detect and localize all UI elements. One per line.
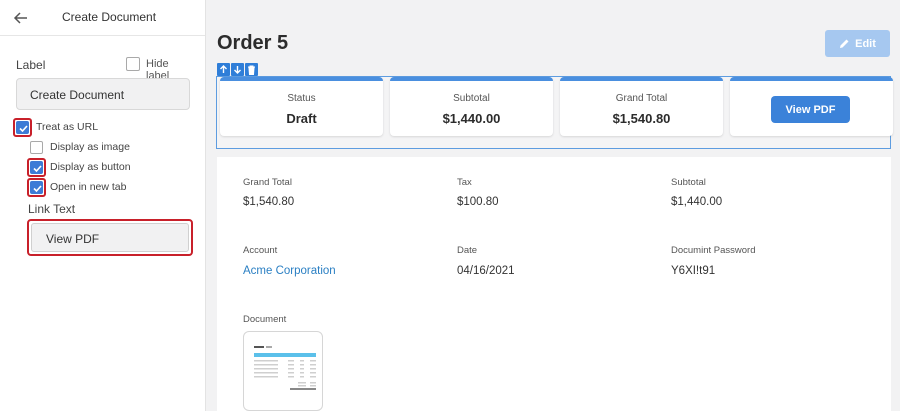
- treat-as-url-checkbox[interactable]: [16, 121, 29, 134]
- label-input[interactable]: Create Document: [16, 78, 190, 110]
- back-arrow-icon[interactable]: [12, 9, 30, 27]
- tax-label: Tax: [457, 177, 472, 188]
- edit-button[interactable]: Edit: [825, 30, 890, 57]
- label-heading: Label: [16, 58, 46, 72]
- move-up-button[interactable]: [217, 63, 230, 76]
- document-label: Document: [243, 314, 287, 325]
- subtotal-value: $1,440.00: [671, 196, 723, 208]
- check-icon: [33, 185, 42, 193]
- display-as-button-highlight: [27, 158, 46, 177]
- status-card-label: Status: [287, 93, 316, 104]
- date-value: 04/16/2021: [457, 265, 515, 277]
- sidebar-panel: Create Document Label Hide label Create …: [0, 0, 206, 411]
- document-preview-icon: [254, 346, 316, 390]
- arrow-up-icon: [220, 65, 227, 73]
- subtotal-card: Subtotal $1,440.00: [390, 77, 553, 136]
- view-pdf-card: View PDF: [730, 77, 893, 136]
- display-as-image-checkbox[interactable]: [30, 141, 43, 154]
- display-as-button-checkbox[interactable]: [30, 161, 43, 174]
- sidebar-title: Create Document: [62, 10, 157, 24]
- status-card: Status Draft: [220, 77, 383, 136]
- treat-as-url-highlight: [13, 118, 32, 137]
- block-toolbar: [217, 63, 258, 76]
- open-in-new-tab-label: Open in new tab: [50, 181, 127, 193]
- display-as-image-label: Display as image: [50, 141, 130, 153]
- edit-button-label: Edit: [855, 37, 876, 50]
- account-link[interactable]: Acme Corporation: [243, 265, 336, 277]
- link-text-highlight: View PDF: [27, 219, 193, 256]
- display-as-button-label: Display as button: [50, 161, 131, 173]
- main-content: Order 5 Edit Status Draft Subtotal $1,44…: [207, 0, 900, 411]
- subtotal-label: Subtotal: [671, 177, 706, 188]
- tax-value: $100.80: [457, 196, 499, 208]
- open-in-new-tab-highlight: [27, 178, 46, 197]
- check-icon: [33, 165, 42, 173]
- password-label: Documint Password: [671, 245, 756, 256]
- grand-total-card-label: Grand Total: [615, 93, 668, 104]
- date-label: Date: [457, 245, 478, 256]
- grand-total-label: Grand Total: [243, 177, 292, 188]
- details-panel: Grand Total $1,540.80 Tax $100.80 Subtot…: [217, 157, 891, 411]
- open-in-new-tab-checkbox[interactable]: [30, 181, 43, 194]
- summary-block: Status Draft Subtotal $1,440.00 Grand To…: [216, 76, 893, 149]
- grand-total-card-value: $1,540.80: [612, 111, 671, 126]
- sidebar-header: Create Document: [0, 0, 205, 36]
- hide-label-checkbox[interactable]: [126, 57, 140, 71]
- move-down-button[interactable]: [231, 63, 244, 76]
- status-card-value: Draft: [286, 111, 317, 126]
- label-row: Label Hide label: [16, 57, 192, 82]
- check-icon: [19, 125, 28, 133]
- subtotal-card-value: $1,440.00: [442, 111, 501, 126]
- password-value: Y6XI!t91: [671, 265, 716, 277]
- arrow-down-icon: [234, 66, 241, 74]
- trash-icon: [248, 65, 255, 75]
- link-text-input[interactable]: View PDF: [31, 223, 189, 252]
- page-title: Order 5: [217, 32, 289, 54]
- subtotal-card-label: Subtotal: [453, 93, 490, 104]
- document-thumbnail[interactable]: [243, 331, 323, 411]
- view-pdf-button[interactable]: View PDF: [771, 96, 850, 123]
- account-label: Account: [243, 245, 278, 256]
- delete-block-button[interactable]: [245, 63, 258, 76]
- pencil-icon: [840, 39, 849, 48]
- grand-total-card: Grand Total $1,540.80: [560, 77, 723, 136]
- link-text-label: Link Text: [28, 202, 76, 216]
- treat-as-url-label: Treat as URL: [36, 121, 99, 133]
- grand-total-value: $1,540.80: [243, 196, 295, 208]
